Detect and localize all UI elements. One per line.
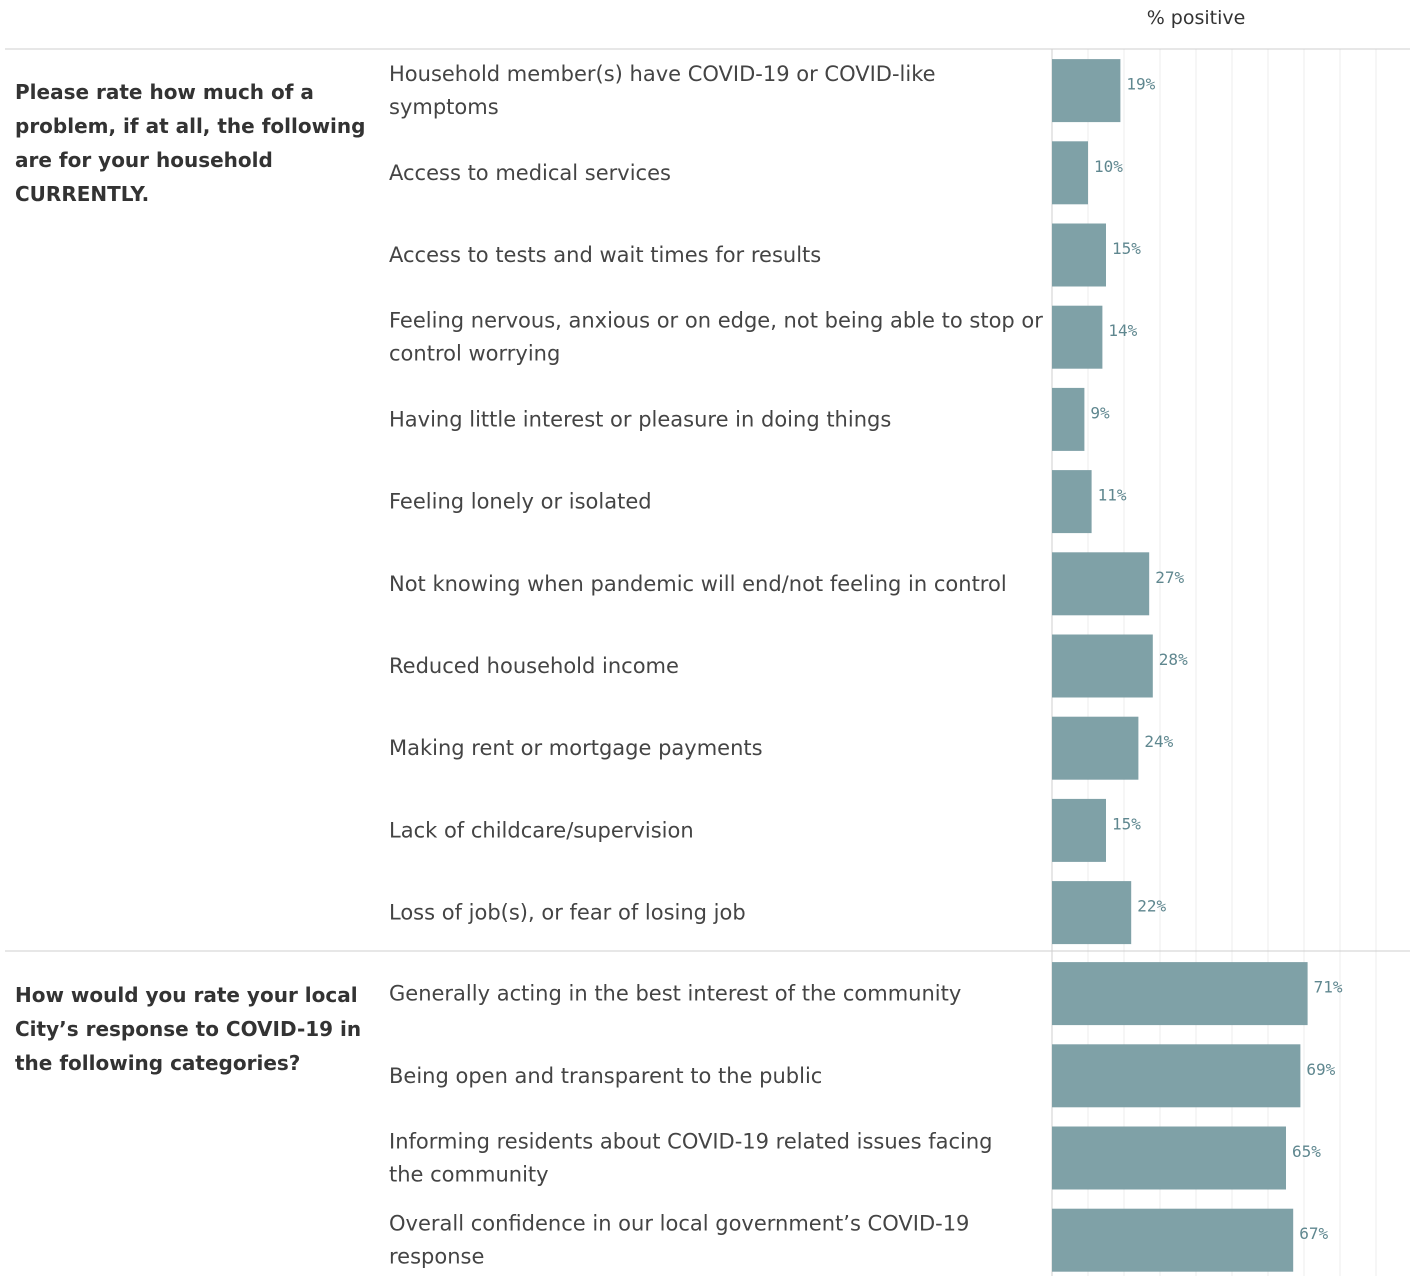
- chart-row: Reduced household income 28%: [389, 634, 1188, 698]
- group-title: How would you rate your local City’s resp…: [15, 983, 361, 1075]
- data-label: 24%: [1144, 732, 1173, 751]
- category-label: Having little interest or pleasure in do…: [389, 407, 891, 431]
- category-label: Loss of job(s), or fear of losing job: [389, 901, 746, 925]
- bar: [1052, 962, 1308, 1026]
- bar: [1052, 634, 1153, 698]
- chart-row: Feeling lonely or isolated 11%: [389, 470, 1127, 534]
- bar: [1052, 59, 1121, 123]
- category-label: Access to tests and wait times for resul…: [389, 243, 821, 267]
- bar: [1052, 1044, 1301, 1108]
- data-label: 10%: [1094, 157, 1123, 176]
- data-label: 28%: [1159, 650, 1188, 669]
- data-label: 71%: [1314, 978, 1343, 997]
- question-groups: Please rate how much of a problem, if at …: [15, 59, 1343, 1272]
- chart-row: Access to medical services 10%: [389, 141, 1123, 205]
- data-label: 15%: [1112, 239, 1141, 258]
- bar: [1052, 552, 1150, 616]
- chart-row: Informing residents about COVID-19 relat…: [389, 1126, 1321, 1190]
- bar: [1052, 387, 1085, 451]
- chart-row: Access to tests and wait times for resul…: [389, 223, 1141, 287]
- data-label: 65%: [1292, 1142, 1321, 1161]
- chart-row: Lack of childcare/supervision 15%: [389, 798, 1141, 862]
- bar: [1052, 1208, 1294, 1272]
- data-label: 11%: [1098, 486, 1127, 505]
- group-title: Please rate how much of a problem, if at …: [15, 80, 365, 206]
- chart-row: Being open and transparent to the public…: [389, 1044, 1336, 1108]
- bar: [1052, 305, 1103, 369]
- category-label: Household member(s) have COVID-19 or COV…: [389, 62, 936, 119]
- bar: [1052, 716, 1139, 780]
- gridlines: [1087, 49, 1377, 1276]
- bar: [1052, 223, 1106, 287]
- chart-row: Feeling nervous, anxious or on edge, not…: [389, 305, 1138, 369]
- measure-header-label: % positive: [1147, 7, 1246, 29]
- category-label: Feeling lonely or isolated: [389, 490, 652, 514]
- data-label: 9%: [1090, 403, 1110, 422]
- bar: [1052, 798, 1106, 862]
- data-label: 69%: [1306, 1060, 1335, 1079]
- category-label: Being open and transparent to the public: [389, 1064, 822, 1088]
- chart-row: Loss of job(s), or fear of losing job 22%: [389, 881, 1166, 945]
- bar: [1052, 1126, 1286, 1190]
- data-label: 27%: [1155, 568, 1184, 587]
- bar: [1052, 141, 1088, 205]
- category-label: Access to medical services: [389, 161, 671, 185]
- data-label: 22%: [1137, 897, 1166, 916]
- chart-row: Generally acting in the best interest of…: [389, 962, 1343, 1026]
- category-label: Feeling nervous, anxious or on edge, not…: [389, 309, 1043, 366]
- category-label: Overall confidence in our local governme…: [389, 1212, 969, 1269]
- data-label: 15%: [1112, 814, 1141, 833]
- data-label: 67%: [1299, 1224, 1328, 1243]
- question-group: Please rate how much of a problem, if at …: [15, 59, 1188, 945]
- category-label: Making rent or mortgage payments: [389, 736, 763, 760]
- data-label: 14%: [1108, 321, 1137, 340]
- category-label: Lack of childcare/supervision: [389, 818, 694, 842]
- data-label: 19%: [1126, 75, 1155, 94]
- category-label: Reduced household income: [389, 654, 679, 678]
- chart-row: Having little interest or pleasure in do…: [389, 387, 1110, 451]
- bar: [1052, 470, 1092, 534]
- chart-row: Not knowing when pandemic will end/not f…: [389, 552, 1184, 616]
- category-label: Generally acting in the best interest of…: [389, 982, 961, 1006]
- category-label: Not knowing when pandemic will end/not f…: [389, 572, 1007, 596]
- chart-row: Making rent or mortgage payments 24%: [389, 716, 1174, 780]
- bar: [1052, 881, 1132, 945]
- category-label: Informing residents about COVID-19 relat…: [389, 1130, 992, 1187]
- chart-row: Household member(s) have COVID-19 or COV…: [389, 59, 1156, 123]
- question-group: How would you rate your local City’s resp…: [15, 962, 1343, 1272]
- chart-row: Overall confidence in our local governme…: [389, 1208, 1328, 1272]
